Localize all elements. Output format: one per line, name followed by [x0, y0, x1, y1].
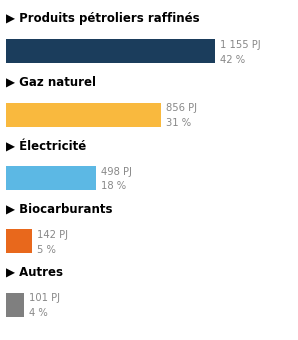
Text: ▶ Biocarburants: ▶ Biocarburants — [6, 202, 112, 216]
Bar — [6, 39, 215, 63]
Text: 5 %: 5 % — [37, 244, 56, 255]
Text: ▶ Autres: ▶ Autres — [6, 266, 63, 279]
Text: 142 PJ: 142 PJ — [37, 230, 68, 240]
Text: ▶ Produits pétroliers raffinés: ▶ Produits pétroliers raffinés — [6, 12, 200, 26]
Text: ▶ Gaz naturel: ▶ Gaz naturel — [6, 76, 96, 89]
Text: ▶ Électricité: ▶ Électricité — [6, 139, 86, 152]
Text: 856 PJ: 856 PJ — [166, 103, 197, 113]
Bar — [6, 103, 161, 127]
Text: 101 PJ: 101 PJ — [30, 293, 60, 303]
Text: 31 %: 31 % — [166, 118, 191, 128]
Text: 42 %: 42 % — [220, 55, 245, 65]
Text: 4 %: 4 % — [30, 308, 48, 318]
Text: 498 PJ: 498 PJ — [101, 167, 132, 177]
Bar — [6, 293, 24, 317]
Bar — [6, 166, 96, 190]
Text: 18 %: 18 % — [101, 181, 126, 191]
Text: 1 155 PJ: 1 155 PJ — [220, 40, 260, 50]
Bar — [6, 230, 32, 253]
